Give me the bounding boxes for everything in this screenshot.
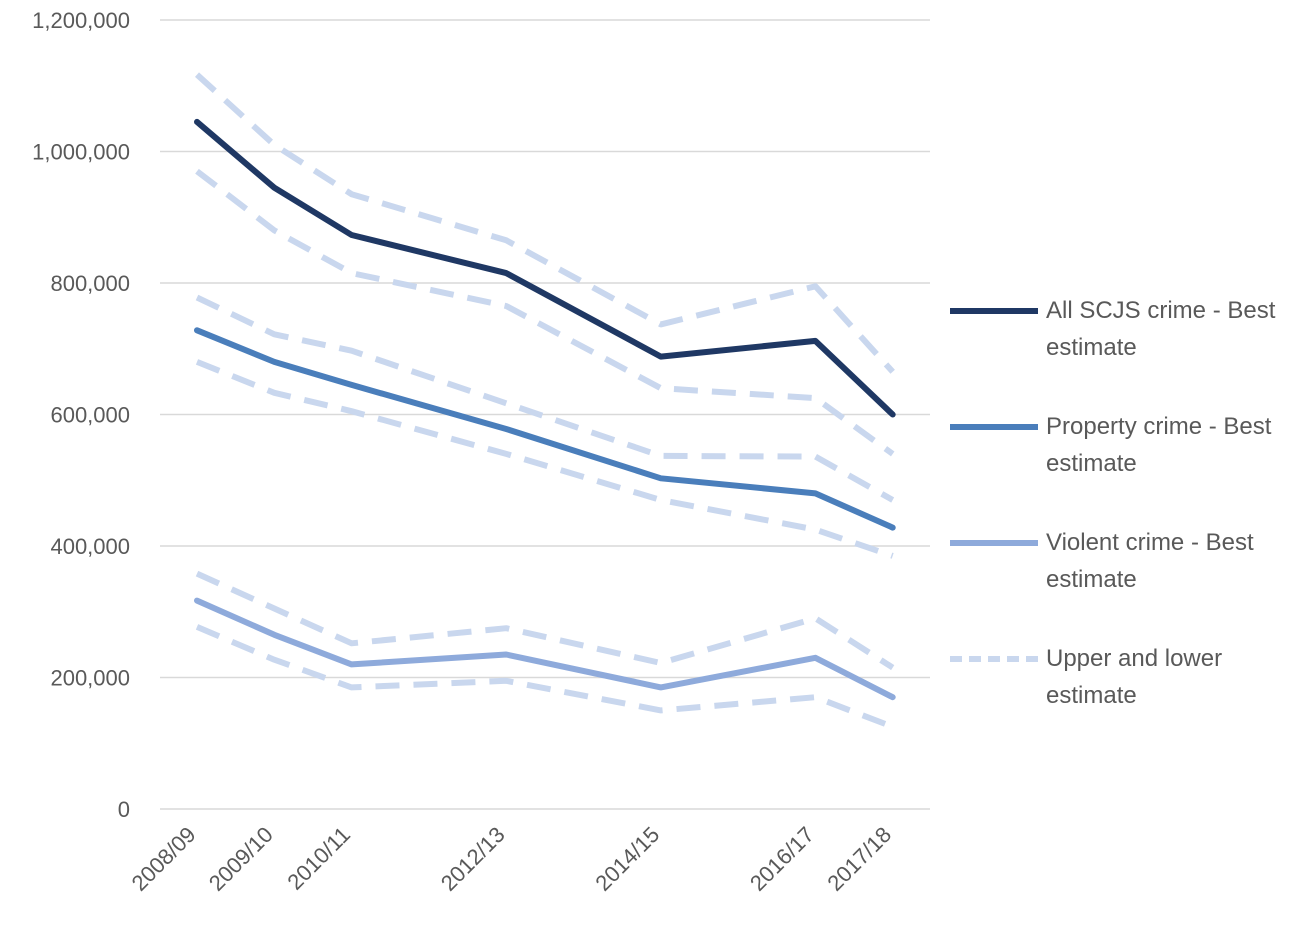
series-line-property-crime [194,327,896,531]
y-tick-label-3: 600,000 [50,403,130,428]
band-1-lower-line [195,359,894,559]
x-tick-label-0: 2008/09 [127,822,201,896]
x-tick-label-6: 2017/18 [822,822,896,896]
legend-label-all-crime: All SCJS crime - Best estimate [1046,297,1276,361]
y-tick-label-0: 0 [118,797,130,822]
band-2-upper-line [195,570,895,671]
legend-swatch-upper-lower [950,656,1038,662]
band-2-lower-line [195,624,894,730]
legend-item-all-crime: All SCJS crime - Best estimate [948,288,1289,404]
y-tick-label-5: 1,000,000 [32,140,130,165]
confidence-bands [194,72,895,730]
x-tick-label-5: 2016/17 [745,822,819,896]
band-0-lower-line [195,168,895,457]
x-tick-label-1: 2009/10 [204,822,278,896]
line-chart: 0 200,000 400,000 600,000 800,000 1,000,000 1,… [32,8,930,896]
legend-item-property-crime: Property crime - Best estimate [948,404,1289,520]
legend-item-upper-lower: Upper and lower estimate [948,636,1289,752]
y-tick-label-1: 200,000 [50,666,130,691]
legend-label-upper-lower: Upper and lower estimate [1046,645,1223,709]
y-axis-tick-labels: 0 200,000 400,000 600,000 800,000 1,000,000 1,… [32,8,130,822]
legend-label-property-crime: Property crime - Best estimate [1046,413,1272,477]
series-lines [194,118,896,701]
legend-swatch-property-crime [950,424,1038,430]
y-tick-label-6: 1,200,000 [32,8,130,33]
x-axis-tick-labels: 2008/09 2009/10 2010/11 2012/13 2014/15 2016/… [127,822,897,896]
band-1-upper-line [195,294,895,503]
legend-swatch-all-crime [950,308,1038,314]
legend-swatch-violent-crime [950,540,1038,546]
series-line-violent-crime [194,597,896,701]
band-0-upper-line [194,72,895,374]
x-tick-label-4: 2014/15 [590,822,664,896]
x-tick-label-3: 2012/13 [436,822,510,896]
y-tick-label-4: 800,000 [50,271,130,296]
legend: All SCJS crime - Best estimate Property … [948,288,1289,752]
y-tick-label-2: 400,000 [50,534,130,559]
legend-item-violent-crime: Violent crime - Best estimate [948,520,1289,636]
x-tick-label-2: 2010/11 [282,822,355,895]
legend-label-violent-crime: Violent crime - Best estimate [1046,529,1254,593]
